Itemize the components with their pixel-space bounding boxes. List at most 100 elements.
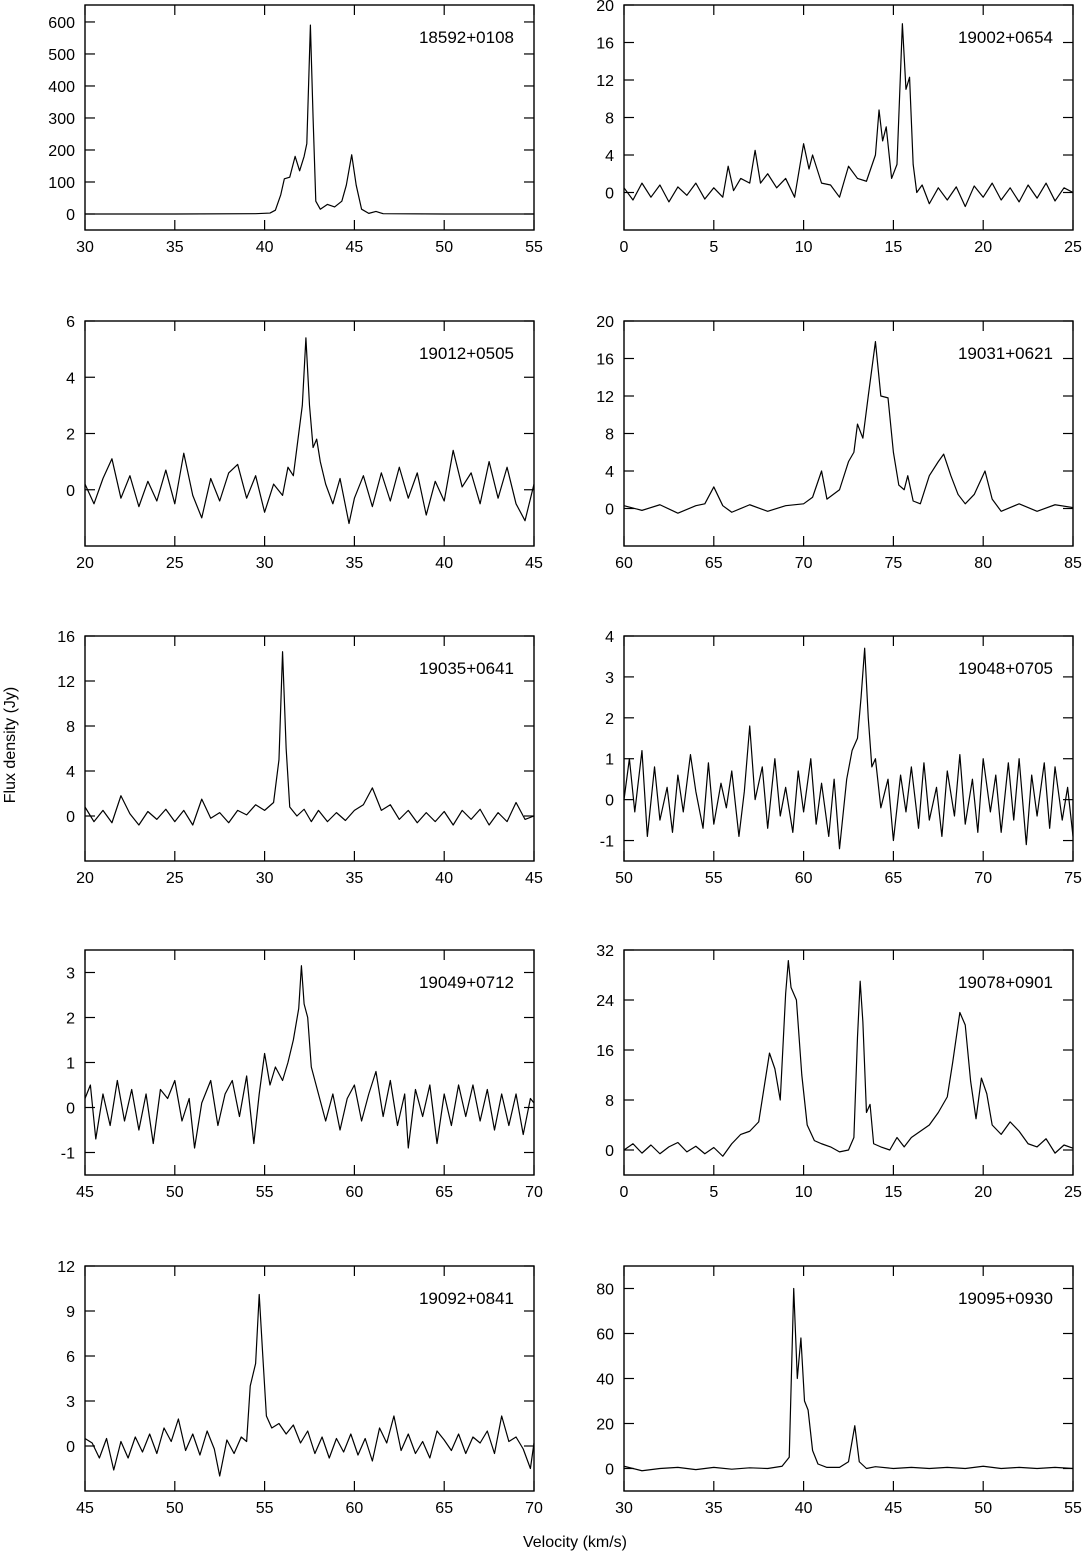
x-tick-label: 60: [346, 1184, 364, 1201]
y-tick-label: 0: [66, 483, 75, 500]
x-tick-label: 15: [885, 1184, 903, 1201]
x-tick-label: 80: [974, 555, 992, 572]
y-tick-label: 4: [66, 764, 75, 781]
x-tick-label: 55: [256, 1184, 274, 1201]
x-tick-label: 65: [885, 870, 903, 887]
x-tick-label: 70: [525, 1184, 543, 1201]
x-tick-label: 65: [435, 1500, 453, 1517]
y-tick-label: 12: [57, 674, 75, 691]
plot-frame: [623, 949, 1074, 1176]
y-tick-label: 4: [605, 148, 614, 165]
x-tick-label: 30: [256, 555, 274, 572]
panel-title: 19031+0621: [958, 344, 1053, 363]
plot-frame: [623, 635, 1074, 862]
x-tick-label: 20: [974, 1184, 992, 1201]
x-tick-label: 25: [166, 870, 184, 887]
y-tick-label: 16: [596, 1043, 614, 1060]
x-tick-label: 70: [525, 1500, 543, 1517]
x-tick-label: 50: [974, 1500, 992, 1517]
x-tick-label: 5: [709, 1184, 718, 1201]
panel-title: 19049+0712: [419, 973, 514, 992]
y-tick-label: 6: [66, 314, 75, 331]
panel-title: 18592+0108: [419, 28, 514, 47]
y-tick-label: 9: [66, 1304, 75, 1321]
x-tick-label: 40: [435, 870, 453, 887]
y-tick-label: 20: [596, 0, 614, 15]
x-tick-label: 25: [166, 555, 184, 572]
y-tick-label: 80: [596, 1282, 614, 1299]
y-tick-label: 500: [48, 47, 75, 64]
y-tick-label: 2: [605, 711, 614, 728]
x-tick-label: 35: [166, 239, 184, 256]
x-tick-label: 35: [346, 870, 364, 887]
y-tick-label: 8: [66, 719, 75, 736]
plot-frame: [84, 320, 535, 547]
x-tick-label: 75: [885, 555, 903, 572]
spectrum: [84, 965, 535, 1149]
y-tick-label: 20: [596, 1417, 614, 1434]
x-tick-label: 50: [166, 1500, 184, 1517]
x-tick-label: 55: [1064, 1500, 1082, 1517]
x-tick-label: 45: [525, 870, 543, 887]
y-tick-label: 3: [605, 670, 614, 687]
y-tick-label: 8: [605, 111, 614, 128]
x-tick-label: 20: [76, 870, 94, 887]
y-tick-label: 3: [66, 1394, 75, 1411]
y-tick-label: 2: [66, 1011, 75, 1028]
y-tick-label: 8: [605, 427, 614, 444]
x-tick-label: 0: [620, 1184, 629, 1201]
x-tick-label: 25: [1064, 239, 1082, 256]
plot-frame: [84, 1265, 535, 1492]
y-tick-label: 300: [48, 111, 75, 128]
panel-title: 19095+0930: [958, 1289, 1053, 1308]
x-tick-label: 15: [885, 239, 903, 256]
plot-frame: [623, 4, 1074, 231]
x-tick-label: 35: [346, 555, 364, 572]
spectrum: [623, 23, 1074, 208]
panel-title: 19002+0654: [958, 28, 1053, 47]
spectrum: [84, 1293, 535, 1477]
x-tick-label: 60: [615, 555, 633, 572]
x-tick-label: 70: [974, 870, 992, 887]
y-tick-label: -1: [600, 834, 614, 851]
spectrum: [623, 341, 1074, 514]
x-tick-label: 45: [525, 555, 543, 572]
spectrum: [85, 24, 534, 215]
plot-frame: [84, 635, 535, 862]
x-tick-label: 30: [256, 870, 274, 887]
y-tick-label: 40: [596, 1372, 614, 1389]
y-tick-label: 4: [605, 464, 614, 481]
plot-frame: [84, 949, 535, 1176]
y-tick-label: 6: [66, 1349, 75, 1366]
x-tick-label: 50: [166, 1184, 184, 1201]
y-tick-label: 0: [66, 1101, 75, 1118]
panel-title: 19035+0641: [419, 659, 514, 678]
y-tick-label: 200: [48, 143, 75, 160]
x-tick-label: 50: [615, 870, 633, 887]
x-tick-label: 75: [1064, 870, 1082, 887]
y-tick-label: 0: [66, 207, 75, 224]
y-tick-label: 16: [596, 36, 614, 53]
x-tick-label: 70: [795, 555, 813, 572]
y-tick-label: 12: [57, 1259, 75, 1276]
y-tick-label: 1: [66, 1056, 75, 1073]
y-tick-label: 20: [596, 314, 614, 331]
x-tick-label: 55: [705, 870, 723, 887]
y-tick-label: 4: [605, 629, 614, 646]
y-tick-label: 0: [605, 502, 614, 519]
y-tick-label: -1: [61, 1146, 75, 1163]
x-tick-label: 25: [1064, 1184, 1082, 1201]
y-tick-label: 12: [596, 73, 614, 90]
x-tick-label: 45: [76, 1500, 94, 1517]
y-tick-label: 60: [596, 1327, 614, 1344]
spectrum: [623, 647, 1074, 850]
y-tick-label: 4: [66, 370, 75, 387]
spectrum: [623, 1287, 1074, 1472]
y-tick-label: 16: [57, 629, 75, 646]
x-tick-label: 60: [795, 870, 813, 887]
y-tick-label: 400: [48, 79, 75, 96]
y-axis-label: Flux density (Jy): [2, 687, 19, 803]
x-tick-label: 45: [346, 239, 364, 256]
x-tick-label: 45: [76, 1184, 94, 1201]
x-tick-label: 20: [76, 555, 94, 572]
